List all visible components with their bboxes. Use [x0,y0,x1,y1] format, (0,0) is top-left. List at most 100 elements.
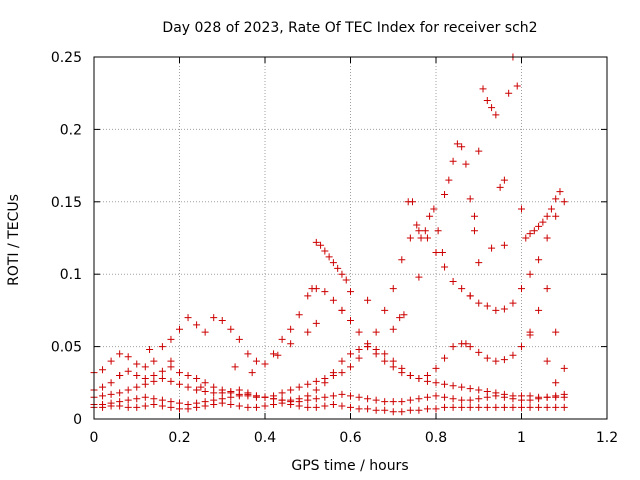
data-point [133,403,141,411]
data-point [338,270,346,278]
x-tick-label: 0.2 [168,430,190,446]
data-point [184,405,192,413]
data-point [304,403,312,411]
data-point [227,401,235,409]
x-tick-label: 0.8 [425,430,447,446]
data-point [176,380,183,388]
data-point [158,343,166,351]
data-point [321,247,329,255]
data-point [210,401,218,409]
data-point [116,402,124,410]
data-point [483,96,491,104]
data-point [364,343,372,351]
data-point [321,402,329,410]
data-point [415,374,423,382]
data-point [116,372,124,380]
data-point [430,205,438,213]
data-point [552,392,560,400]
data-point [193,403,201,411]
data-point [355,405,363,413]
data-point [124,403,132,411]
data-point [434,227,442,235]
data-point [547,205,555,213]
data-point [372,406,380,414]
data-point [526,403,534,411]
x-tick-label: 1.2 [596,430,618,446]
data-point [500,393,508,401]
data-point [462,340,470,348]
data-point [483,354,491,362]
data-point [355,354,363,362]
data-point [466,195,474,203]
data-point [338,402,346,410]
data-point [342,276,350,284]
data-point [441,380,449,388]
data-point [312,386,320,394]
data-point [389,398,397,406]
x-tick-label: 0 [90,430,99,446]
data-point [441,403,449,411]
data-point [458,383,466,391]
data-point [133,372,141,380]
data-point [193,374,201,382]
data-point [107,390,115,398]
y-tick-label: 0.05 [51,340,82,356]
data-point [492,357,500,365]
data-point [449,277,457,285]
data-point [400,311,408,319]
data-point [158,402,166,410]
data-point [184,372,192,380]
data-point [235,392,243,400]
data-point [441,191,449,199]
data-point [334,264,342,272]
data-point [347,350,354,358]
data-point [466,385,474,393]
y-tick-label: 0.15 [51,195,82,211]
y-tick-label: 0.1 [60,267,82,283]
data-point [535,222,543,230]
data-point [470,212,478,220]
data-point [278,389,286,397]
data-point [543,285,551,293]
data-point [338,390,346,398]
data-point [329,296,337,304]
data-point [252,403,260,411]
data-point [210,314,218,322]
data-point [244,350,252,358]
data-point [270,401,278,409]
data-point [244,390,252,398]
chart-title: Day 028 of 2023, Rate Of TEC Index for r… [162,20,537,36]
data-point [415,406,423,414]
data-point [483,302,491,310]
data-point [304,396,312,404]
data-point [413,221,421,229]
data-point [415,227,423,235]
data-point [124,396,132,404]
data-point [167,357,175,365]
data-point [261,402,269,410]
data-point [325,253,333,261]
data-point [509,351,517,359]
data-point [526,230,534,238]
data-point [522,234,530,242]
data-point [231,363,239,371]
data-point [518,403,525,411]
data-point [372,328,380,336]
data-point [475,386,483,394]
data-point [184,383,192,391]
data-point [458,396,466,404]
data-point [415,273,423,281]
data-point [141,393,149,401]
data-point [449,403,457,411]
data-point [406,234,414,242]
data-point [475,395,483,403]
data-point [278,335,286,343]
data-point [500,305,508,313]
data-point [308,285,316,293]
data-point [210,389,218,397]
data-point [415,395,423,403]
data-point [475,299,483,307]
data-point [321,379,329,387]
data-point [141,363,149,371]
data-point [133,383,141,391]
